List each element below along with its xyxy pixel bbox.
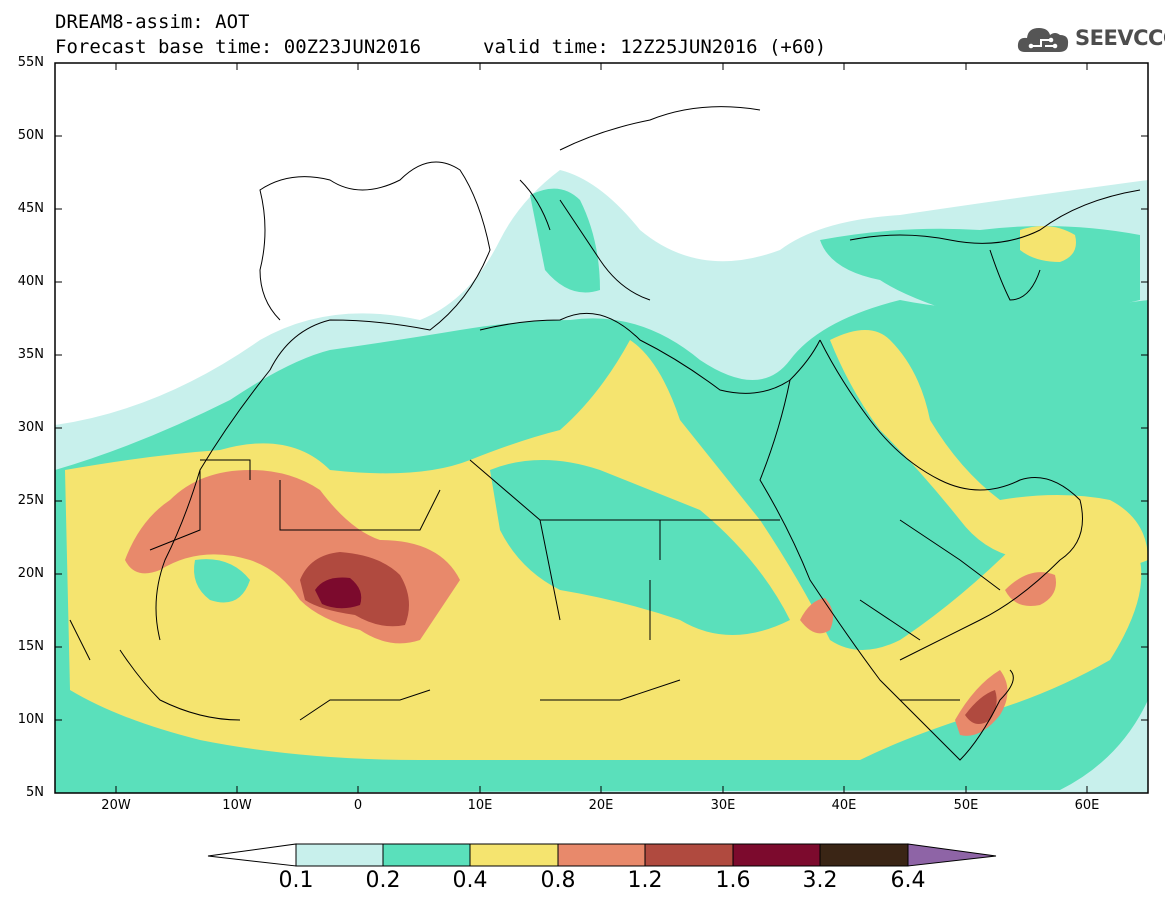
colorbar-label: 0.8	[540, 868, 576, 893]
forecast-base-time: Forecast base time: 00Z23JUN2016	[55, 36, 422, 58]
lon-label: 60E	[1074, 798, 1100, 813]
colorbar-under	[207, 843, 297, 867]
lon-label: 50E	[953, 798, 979, 813]
colorbar-label: 3.2	[802, 868, 838, 893]
lon-label: 10W	[222, 798, 252, 813]
coastlines	[69, 106, 1141, 761]
colorbar-box-3	[469, 843, 559, 867]
lat-label: 45N	[17, 201, 44, 216]
colorbar-box-2	[382, 843, 471, 867]
lat-label: 20N	[17, 566, 44, 581]
aot-band-0.4-arabia	[830, 330, 1148, 570]
aot-band-0.2-mali	[194, 559, 250, 603]
colorbar-box-5	[644, 843, 734, 867]
colorbar-box-6	[732, 843, 821, 867]
lat-label: 35N	[17, 347, 44, 362]
colorbar-box-1	[295, 843, 384, 867]
colorbar-box-4	[557, 843, 646, 867]
aot-band-0.2-sahara	[490, 460, 790, 635]
lon-ticks	[115, 63, 1088, 793]
lat-ticks	[55, 62, 1148, 794]
logo-text: SEEVCCC	[1075, 26, 1165, 50]
aot-band-0.2-balkan	[530, 188, 600, 293]
aot-band-0.8-oman	[1005, 572, 1056, 606]
colorbar-label: 1.6	[715, 868, 751, 893]
lon-label: 30E	[710, 798, 736, 813]
lon-label: 20W	[101, 798, 131, 813]
cloud-icon	[1017, 28, 1069, 52]
lat-label: 55N	[17, 55, 44, 70]
lat-label: 40N	[17, 274, 44, 289]
lat-label: 5N	[26, 785, 44, 800]
lon-label: 20E	[588, 798, 614, 813]
map-title: DREAM8-assim: AOT	[55, 11, 250, 33]
lon-label: 40E	[831, 798, 857, 813]
colorbar-label: 1.2	[627, 868, 663, 893]
lat-label: 15N	[17, 639, 44, 654]
colorbar-over	[907, 843, 997, 867]
lat-label: 30N	[17, 420, 44, 435]
colorbar-label: 0.2	[365, 868, 401, 893]
lat-label: 25N	[17, 493, 44, 508]
aot-band-1.2-somalia	[965, 690, 997, 724]
lat-label: 50N	[17, 128, 44, 143]
colorbar	[207, 843, 997, 867]
lat-label: 10N	[17, 712, 44, 727]
colorbar-label: 0.1	[278, 868, 314, 893]
aot-band-0.8-eritrea	[800, 598, 834, 634]
aot-shading	[55, 106, 1148, 793]
lon-label: 10E	[467, 798, 493, 813]
seevccc-logo: SEEVCCC	[1015, 22, 1165, 58]
colorbar-box-7	[819, 843, 909, 867]
colorbar-label: 6.4	[890, 868, 926, 893]
lon-label: 0	[353, 798, 363, 813]
valid-time: valid time: 12Z25JUN2016 (+60)	[483, 36, 827, 58]
colorbar-label: 0.4	[452, 868, 488, 893]
aot-band-1.6	[315, 577, 362, 609]
aot-band-0.4-caspian	[1020, 226, 1076, 262]
